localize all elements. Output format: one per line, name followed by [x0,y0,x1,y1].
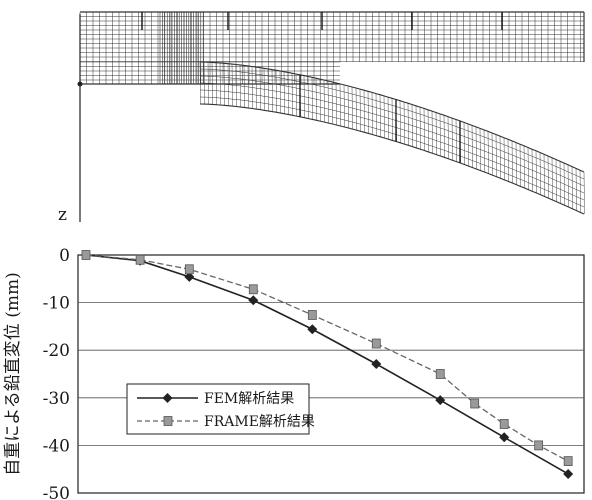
y-tick-label: -30 [43,389,70,409]
y-axis-label: 自重による鉛直変位 (mm) [3,272,23,475]
series-frame [81,250,573,467]
y-tick-label: -20 [43,341,70,361]
fem-mesh-panel: z [58,11,585,225]
legend-label-fem: FEM解析結果 [204,391,294,407]
data-point [184,271,195,282]
series-line [85,254,569,462]
data-point [470,398,480,409]
data-point [563,456,573,467]
data-point [135,254,145,265]
y-tick-label: -40 [43,436,70,456]
legend-label-frame: FRAME解析結果 [204,414,315,430]
data-point [563,468,574,479]
data-point [184,264,194,275]
plot-area [77,254,585,494]
legend-box [126,383,310,435]
data-point [371,359,382,370]
data-point [81,250,91,260]
origin-marker [77,81,83,87]
data-point [307,324,318,335]
y-tick-labels: 0 -10 -20 -30 -40 -50 [43,246,70,500]
y-tick-label: -10 [43,294,70,314]
data-point [371,338,381,349]
legend-item-frame: FRAME解析結果 [137,414,315,430]
data-point [307,310,317,320]
legend-marker-fem [162,393,173,403]
data-point [499,432,510,443]
deformed-mesh [199,61,585,215]
legend: FEM解析結果 FRAME解析結果 [126,383,315,435]
legend-marker-frame [163,416,173,426]
data-point [435,395,446,406]
data-point [248,284,258,295]
displacement-chart: 0 -10 -20 -30 -40 -50 自重による鉛直変位 (mm) FEM解析結果 … [3,246,585,500]
data-point [435,369,445,379]
z-axis-label: z [58,205,67,225]
series-layer [81,250,574,479]
legend-item-fem: FEM解析結果 [137,391,294,407]
data-point [534,440,544,451]
data-point [499,419,509,429]
y-tick-label: 0 [59,246,70,266]
y-tick-label: -50 [43,484,70,500]
data-point [248,295,259,306]
undeformed-mesh [79,11,585,85]
